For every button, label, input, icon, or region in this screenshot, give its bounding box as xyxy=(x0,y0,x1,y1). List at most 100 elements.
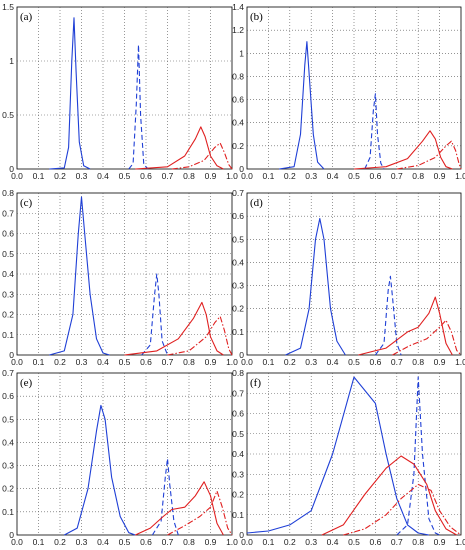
panel-1-xtick-label: 0.0 xyxy=(11,171,23,181)
panel-2-xtick-label: 0.5 xyxy=(348,171,360,181)
panel-1-xtick-label: 0.7 xyxy=(162,171,174,181)
panel-4-ytick-label: 0.4 xyxy=(232,257,244,267)
panel-2-xtick-label: 0.7 xyxy=(391,171,403,181)
panel-4-ytick-label: 0.2 xyxy=(232,304,244,314)
panel-1-series-1-line xyxy=(49,17,91,170)
panel-6-series-1-line xyxy=(246,376,430,536)
panel-5-ytick-label: 0.3 xyxy=(2,461,14,471)
panel-5-ytick-label: 0.5 xyxy=(2,414,14,424)
panel-5-xtick-label: 0.3 xyxy=(76,537,88,547)
panel-6-xtick-label: 0.3 xyxy=(305,537,317,547)
panel-5-ytick-label: 0 xyxy=(9,530,14,540)
panel-2-xtick-label: 1.0 xyxy=(455,171,465,181)
panel-6-series-3-line xyxy=(321,455,457,536)
panel-2-label: (b) xyxy=(250,11,263,23)
panel-3-ytick-label: 0.1 xyxy=(2,330,14,340)
panel-5-xtick-label: 1.0 xyxy=(226,537,238,547)
panel-4-ytick-label: 0.6 xyxy=(232,211,244,221)
panel-3-series-2-line xyxy=(141,273,169,356)
panel-5-series-1-line xyxy=(64,404,136,536)
panel-6-xtick-label: 0.5 xyxy=(348,537,360,547)
panel-5-ytick-label: 0.2 xyxy=(2,484,14,494)
panel-1-xtick-label: 0.6 xyxy=(140,171,152,181)
panel-2-series-1-line xyxy=(279,41,325,170)
panel-1-ytick-label: 1.5 xyxy=(2,2,14,12)
panel-2-xtick-label: 0.9 xyxy=(434,171,446,181)
panel-1-xtick-label: 0.2 xyxy=(54,171,66,181)
panel-2-ytick-label: 0.8 xyxy=(232,71,244,81)
panel-2-xtick-label: 0.6 xyxy=(369,171,381,181)
panel-2-ytick-label: 1.2 xyxy=(232,25,244,35)
panel-2-series-3-line xyxy=(353,130,453,170)
panel-1-xtick-label: 0.4 xyxy=(97,171,109,181)
panel-3-ytick-label: 0.3 xyxy=(2,289,14,299)
panel-6-ytick-label: 0 xyxy=(239,530,244,540)
panel-4-series-1-line xyxy=(285,217,346,356)
panel-2-ytick-label: 0.6 xyxy=(232,95,244,105)
panel-5-xtick-label: 0.7 xyxy=(162,537,174,547)
panel-5-series-2-line xyxy=(151,458,179,536)
panel-6-ytick-label: 0.5 xyxy=(232,429,244,439)
panel-2-xtick-label: 0.1 xyxy=(262,171,274,181)
panel-5-xtick-label: 0.9 xyxy=(205,537,217,547)
panel-1-series-4-line xyxy=(171,142,233,170)
panel-5-xtick-label: 0.8 xyxy=(183,537,195,547)
panel-6-ytick-label: 0.3 xyxy=(232,469,244,479)
panel-6-ytick-label: 0.6 xyxy=(232,409,244,419)
panel-4-label: (d) xyxy=(250,197,263,209)
panel-6-xtick-label: 0.1 xyxy=(262,537,274,547)
panel-2-series-2-line xyxy=(364,93,385,170)
panel-3-ytick-label: 0 xyxy=(9,350,14,360)
panel-4-xtick-label: 0.4 xyxy=(327,357,339,367)
panel-5-series-3-line xyxy=(135,481,224,536)
panel-3-ytick-label: 0.8 xyxy=(2,188,14,198)
panel-3-ytick-label: 0.5 xyxy=(2,249,14,259)
panel-6-xtick-label: 0.2 xyxy=(284,537,296,547)
panel-5-ytick-label: 0.6 xyxy=(2,391,14,401)
panel-5-xtick-label: 0.0 xyxy=(11,537,23,547)
panel-1-xtick-label: 1.0 xyxy=(226,171,238,181)
panel-4-ytick-label: 0.1 xyxy=(232,327,244,337)
panel-6-ytick-label: 0.1 xyxy=(232,510,244,520)
panel-4-xtick-label: 0.3 xyxy=(305,357,317,367)
panel-3-ytick-label: 0.7 xyxy=(2,208,14,218)
panel-1-xtick-label: 0.8 xyxy=(183,171,195,181)
panel-3-xtick-label: 0.0 xyxy=(11,357,23,367)
panel-4-xtick-label: 0.9 xyxy=(434,357,446,367)
panel-1-ytick-label: 0 xyxy=(9,164,14,174)
panel-4-series-4-line xyxy=(392,319,462,356)
panel-5-xtick-label: 0.6 xyxy=(140,537,152,547)
panel-1-xtick-label: 0.1 xyxy=(33,171,45,181)
panel-2-ytick-label: 0.2 xyxy=(232,141,244,151)
panel-3-series-4-line xyxy=(167,315,233,356)
panel-2-ytick-label: 0 xyxy=(239,164,244,174)
panel-5-xtick-label: 0.5 xyxy=(119,537,131,547)
panel-4-xtick-label: 0.0 xyxy=(241,357,253,367)
panel-3-xtick-label: 0.6 xyxy=(140,357,152,367)
panel-3-ytick-label: 0.6 xyxy=(2,229,14,239)
panel-6-xtick-label: 0.4 xyxy=(327,537,339,547)
panel-1-ytick-label: 1 xyxy=(9,56,14,66)
panel-4-series-2-line xyxy=(374,275,402,356)
panel-1-ytick-label: 0.5 xyxy=(2,110,14,120)
panel-4-ytick-label: 0.5 xyxy=(232,234,244,244)
panel-4-xtick-label: 1.0 xyxy=(455,357,465,367)
panel-6-xtick-label: 0.6 xyxy=(369,537,381,547)
panel-5-xtick-label: 0.1 xyxy=(33,537,45,547)
panel-3-xtick-label: 0.4 xyxy=(97,357,109,367)
panel-4-xtick-label: 0.5 xyxy=(348,357,360,367)
panel-2-ytick-label: 1.4 xyxy=(232,2,244,12)
panel-4-xtick-label: 0.2 xyxy=(284,357,296,367)
panel-1-xtick-label: 0.9 xyxy=(205,171,217,181)
panel-4-ytick-label: 0.7 xyxy=(232,188,244,198)
panel-3-xtick-label: 1.0 xyxy=(226,357,238,367)
panel-5-xtick-label: 0.4 xyxy=(97,537,109,547)
panel-1-label: (a) xyxy=(20,11,33,23)
panel-2-xtick-label: 0.0 xyxy=(241,171,253,181)
panel-6-xtick-label: 1.0 xyxy=(455,537,465,547)
panel-1-series-3-line xyxy=(135,126,224,170)
panel-6-xtick-label: 0.9 xyxy=(434,537,446,547)
panel-1-xtick-label: 0.3 xyxy=(76,171,88,181)
panel-3-series-3-line xyxy=(124,301,224,356)
panel-5-xtick-label: 0.2 xyxy=(54,537,66,547)
